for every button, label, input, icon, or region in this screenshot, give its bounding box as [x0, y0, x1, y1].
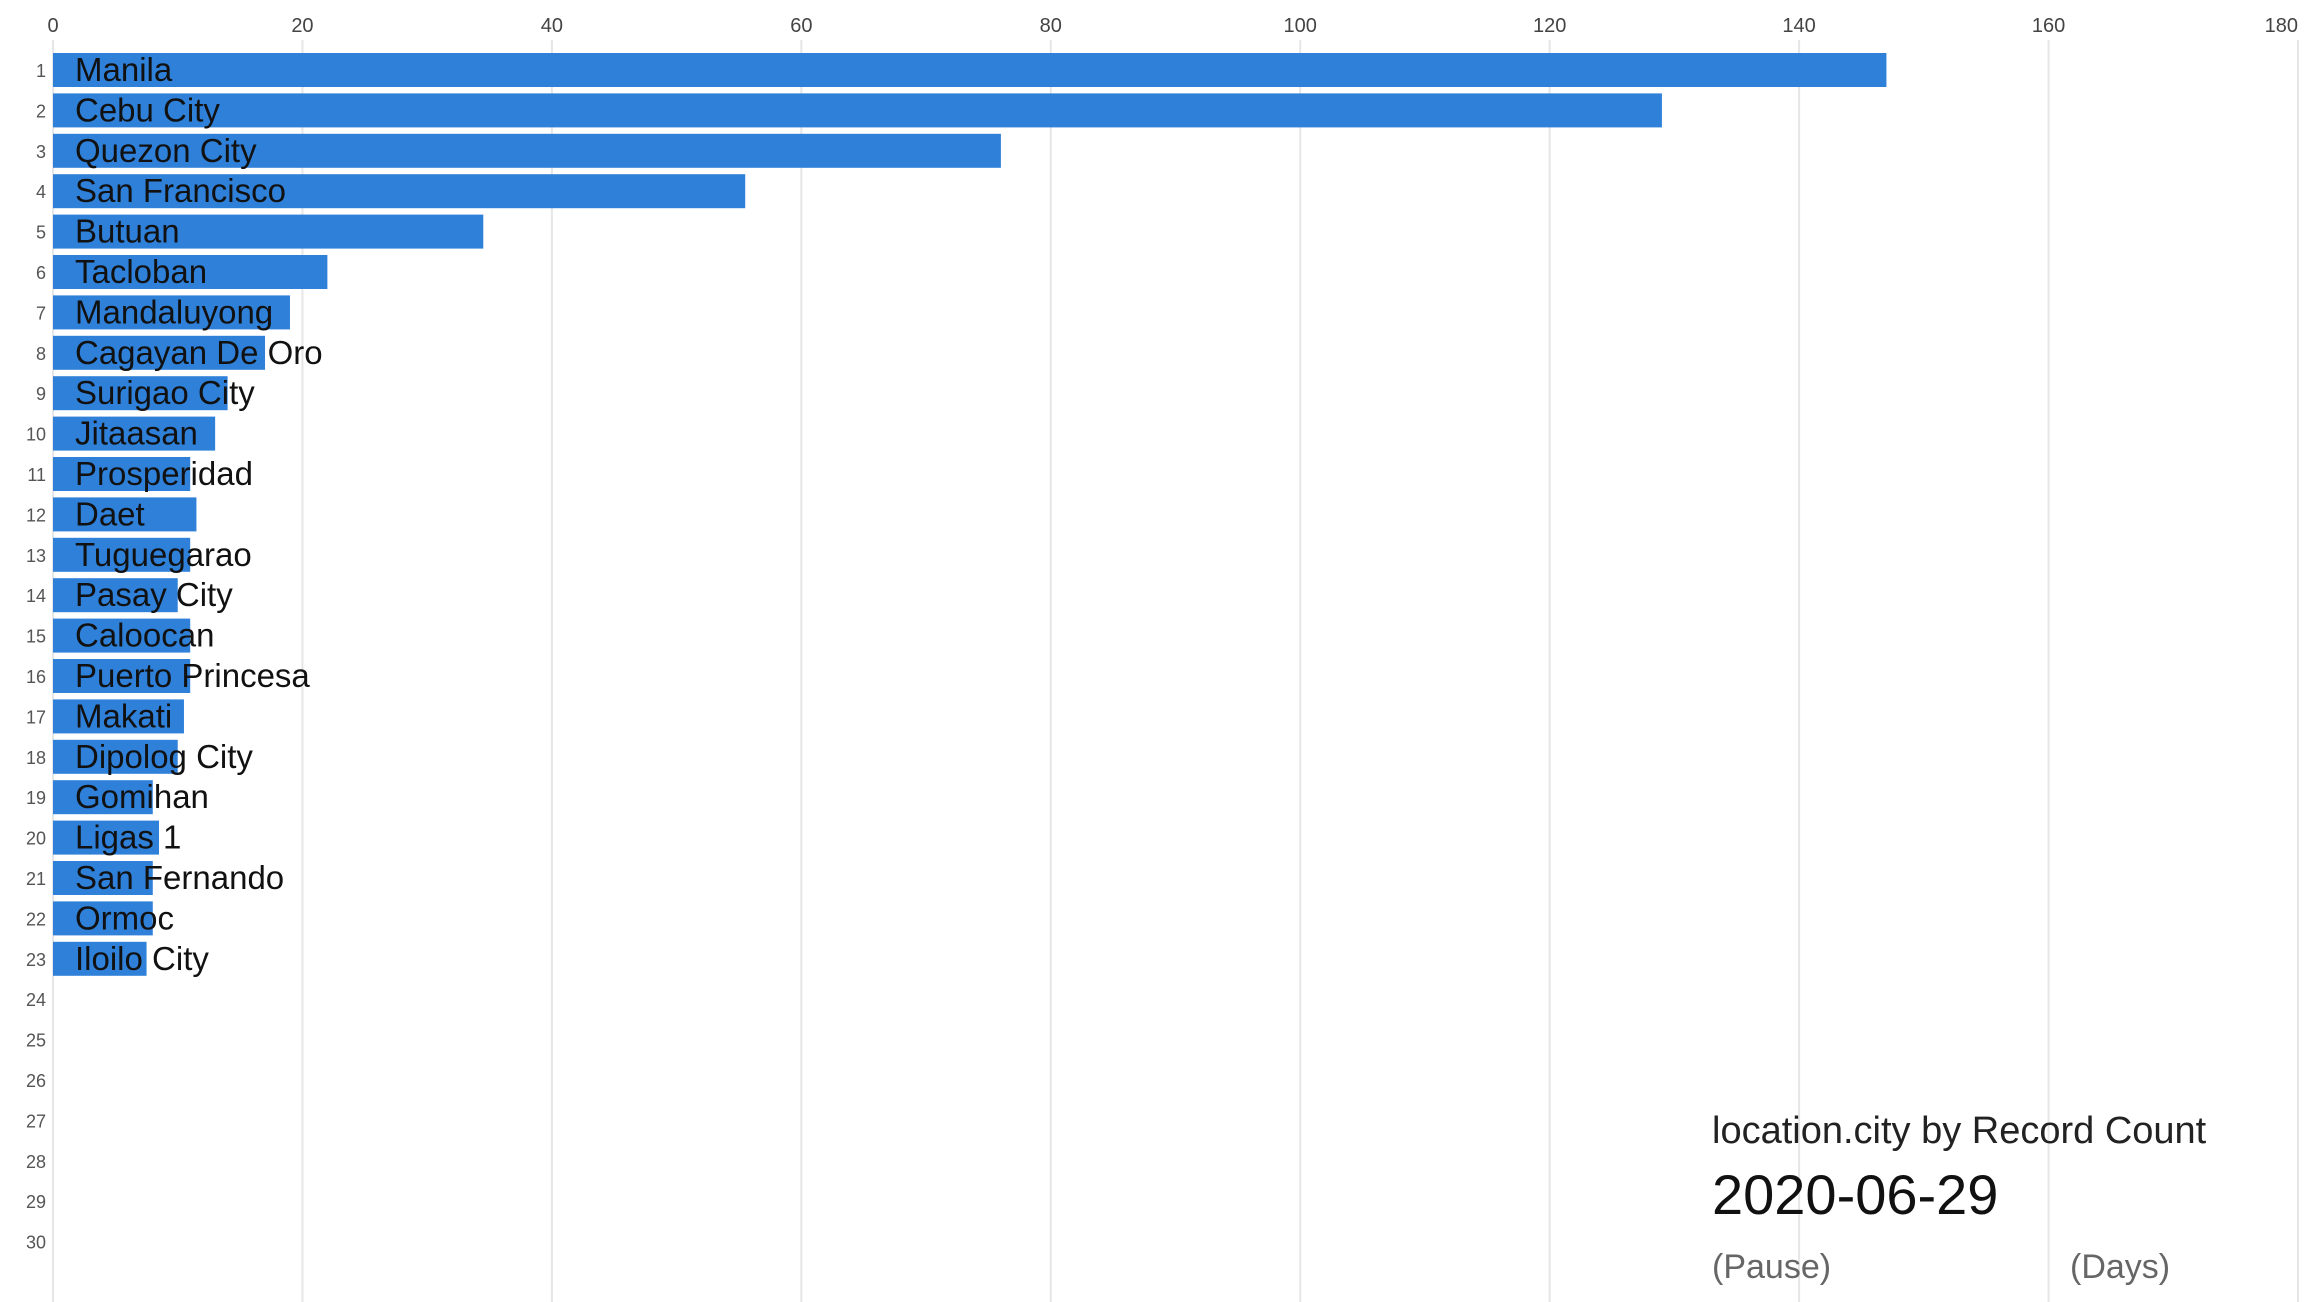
bar [53, 941, 147, 976]
bar-label: Tacloban [75, 253, 207, 290]
bar-label: Butuan [75, 213, 180, 250]
current-date-label: 2020-06-29 [1712, 1163, 1999, 1226]
rank-label: 7 [36, 303, 46, 323]
bar [53, 901, 153, 936]
rank-label: 25 [26, 1031, 46, 1051]
x-tick-label: 180 [2265, 15, 2298, 37]
rank-label: 24 [26, 990, 46, 1010]
bar [53, 416, 216, 451]
rank-label: 18 [26, 748, 46, 768]
bar [53, 497, 197, 532]
rank-label: 2 [36, 101, 46, 121]
bar-label: Pasay City [75, 576, 233, 613]
x-tick-label: 80 [1040, 15, 1062, 37]
gridlines [52, 40, 2299, 1302]
rank-label: 15 [26, 627, 46, 647]
x-tick-label: 140 [1782, 15, 1815, 37]
rank-label: 8 [36, 344, 46, 364]
rank-label: 21 [26, 869, 46, 889]
x-tick-label: 60 [790, 15, 812, 37]
rank-label: 22 [26, 909, 46, 929]
bar [53, 820, 160, 855]
rank-label: 28 [26, 1152, 46, 1172]
bar-label: Makati [75, 697, 172, 734]
bar-label: Puerto Princesa [75, 657, 310, 694]
bar [53, 739, 178, 774]
bar-label: Daet [75, 495, 145, 532]
bar [53, 376, 228, 411]
bar-label: Caloocan [75, 617, 214, 654]
chart-title: location.city by Record Count [1712, 1110, 2207, 1152]
bar [53, 53, 1887, 87]
bar [53, 578, 178, 613]
bar-label: Ormoc [75, 899, 174, 936]
bar-label: Prosperidad [75, 455, 253, 492]
bar [53, 214, 484, 249]
bar [53, 780, 153, 815]
rank-label: 30 [26, 1233, 46, 1253]
bar-label: Gomihan [75, 778, 209, 815]
bar [53, 861, 153, 895]
chart-info-panel: location.city by Record Count 2020-06-29… [1712, 1108, 2272, 1298]
bar-label: Cebu City [75, 91, 220, 128]
bar-label: Dipolog City [75, 738, 253, 775]
x-tick-label: 120 [1533, 15, 1566, 37]
bar [53, 255, 328, 289]
x-tick-label: 160 [2032, 15, 2065, 37]
bar [53, 133, 1001, 168]
rank-label: 6 [36, 263, 46, 283]
days-button[interactable]: (Days) [2070, 1248, 2171, 1286]
bar-label: Ligas 1 [75, 819, 181, 856]
bar [53, 174, 746, 209]
rank-label: 1 [36, 61, 46, 81]
bar-label: San Francisco [75, 172, 286, 209]
bar [53, 537, 191, 572]
rank-label: 11 [27, 465, 46, 485]
rank-label: 26 [26, 1071, 46, 1091]
bar [53, 457, 191, 491]
rank-label: 4 [36, 182, 46, 202]
rank-label: 23 [26, 950, 46, 970]
rank-label: 5 [36, 223, 46, 243]
bar [53, 335, 266, 370]
rank-label: 10 [26, 425, 46, 445]
rank-label: 29 [26, 1192, 46, 1212]
bar-label: San Fernando [75, 859, 284, 896]
bar-label: Quezon City [75, 132, 257, 169]
bar [53, 295, 290, 330]
rank-label: 3 [36, 142, 46, 162]
rank-label: 27 [26, 1111, 46, 1131]
bar [53, 618, 191, 653]
rank-label: 16 [26, 667, 46, 687]
bar [53, 699, 184, 734]
x-axis-ticks: 0 20 40 60 80 100 120 140 160 180 [47, 15, 2298, 37]
x-tick-label: 100 [1284, 15, 1317, 37]
rank-label: 13 [26, 546, 46, 566]
bar-label: Mandaluyong [75, 293, 273, 330]
bar [53, 93, 1662, 128]
rank-label: 9 [36, 384, 46, 404]
bar [53, 659, 191, 693]
rank-label: 19 [26, 788, 46, 808]
rank-label: 17 [26, 707, 46, 727]
x-tick-label: 40 [541, 15, 563, 37]
bar-label: Surigao City [75, 374, 255, 411]
pause-button[interactable]: (Pause) [1712, 1248, 1832, 1286]
x-tick-label: 0 [47, 15, 58, 37]
rank-label: 12 [26, 505, 46, 525]
x-tick-label: 20 [291, 15, 313, 37]
bar-label: Iloilo City [75, 940, 209, 977]
bars [53, 53, 1887, 976]
rank-labels: 1234567891011121314151617181920212223242… [26, 61, 46, 1253]
bar-label: Cagayan De Oro [75, 334, 323, 371]
bar-label: Manila [75, 51, 173, 88]
bar-label: Tuguegarao [75, 536, 252, 573]
rank-label: 14 [26, 586, 46, 606]
rank-label: 20 [26, 829, 46, 849]
bar-label: Jitaasan [75, 415, 198, 452]
